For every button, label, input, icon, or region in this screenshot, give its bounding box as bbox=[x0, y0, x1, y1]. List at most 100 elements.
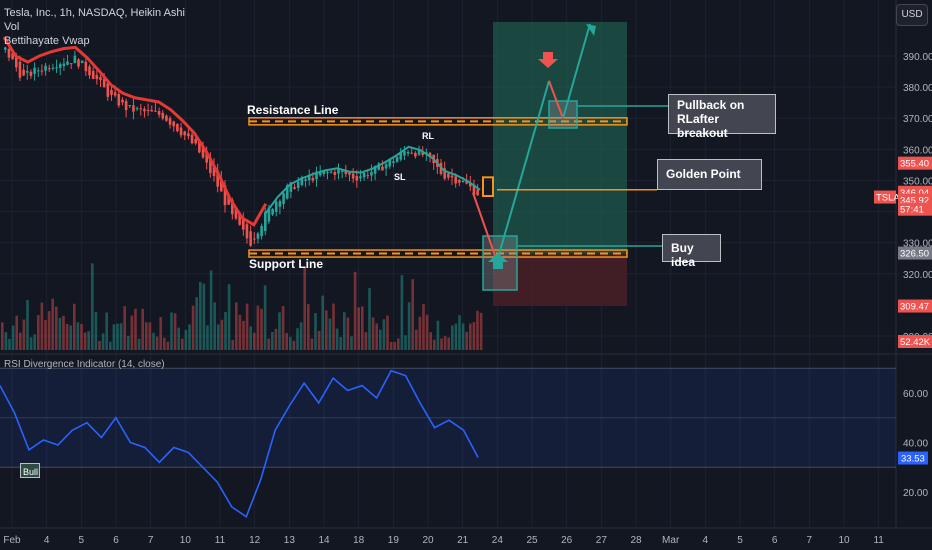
volume-bar bbox=[184, 329, 188, 350]
volume-bar bbox=[47, 311, 51, 350]
candle bbox=[242, 218, 245, 230]
candle bbox=[69, 63, 73, 65]
time-tick-label: Mar bbox=[662, 535, 680, 546]
volume-bar bbox=[155, 336, 159, 350]
volume-bar bbox=[307, 304, 310, 350]
price-label: 52.42K bbox=[900, 337, 931, 348]
volume-bar bbox=[422, 304, 425, 350]
candle bbox=[443, 168, 446, 179]
candle bbox=[91, 70, 95, 79]
volume-bar bbox=[379, 329, 382, 350]
candle bbox=[399, 151, 403, 160]
volume-bar bbox=[119, 323, 123, 350]
volume-bar bbox=[51, 298, 54, 350]
candle bbox=[300, 176, 304, 186]
candle bbox=[44, 65, 47, 71]
candle bbox=[304, 179, 307, 181]
candle bbox=[414, 152, 417, 157]
candle bbox=[179, 127, 183, 136]
candle bbox=[220, 178, 223, 192]
volume-bar bbox=[195, 297, 198, 350]
volume-bar bbox=[58, 317, 62, 350]
volume-bar bbox=[55, 306, 58, 350]
candle bbox=[252, 238, 256, 240]
volume-bar bbox=[83, 332, 87, 350]
volume-bar bbox=[433, 339, 436, 350]
candle bbox=[267, 207, 271, 222]
candle bbox=[143, 108, 146, 112]
price-tick-label: 350.00 bbox=[903, 176, 932, 187]
candle bbox=[11, 53, 14, 60]
candle bbox=[322, 171, 326, 174]
volume-bar bbox=[440, 338, 443, 350]
chart-legend: Tesla, Inc., 1h, NASDAQ, Heikin Ashi Vol… bbox=[4, 6, 185, 48]
candle bbox=[58, 64, 62, 68]
time-tick-label: 11 bbox=[215, 535, 226, 546]
volume-bar bbox=[451, 325, 454, 350]
time-tick-label: 12 bbox=[249, 535, 261, 546]
volume-bar bbox=[62, 315, 65, 350]
rsi-tick-label: 20.00 bbox=[903, 488, 928, 499]
candle bbox=[36, 70, 40, 72]
volume-bar bbox=[479, 312, 483, 350]
volume-bar bbox=[299, 322, 303, 350]
candle bbox=[447, 173, 450, 178]
time-tick-label: 20 bbox=[422, 535, 434, 546]
currency-button[interactable]: USD bbox=[896, 4, 928, 26]
candle bbox=[212, 165, 216, 176]
candle bbox=[40, 70, 44, 72]
candle bbox=[4, 47, 7, 50]
candle bbox=[51, 67, 55, 69]
candle bbox=[249, 231, 252, 246]
price-label: 346.04 bbox=[900, 188, 929, 199]
rl-label: RL bbox=[422, 131, 434, 141]
candle bbox=[293, 187, 296, 189]
time-tick-label: 26 bbox=[561, 535, 573, 546]
time-tick-label: 10 bbox=[180, 535, 192, 546]
resistance-label: Resistance Line bbox=[247, 103, 339, 117]
candle bbox=[198, 141, 201, 153]
rsi-band bbox=[0, 368, 896, 468]
time-tick-label: 7 bbox=[807, 535, 813, 546]
price-tick-label: 390.00 bbox=[903, 52, 932, 63]
candle bbox=[113, 92, 117, 96]
volume-bar bbox=[213, 302, 216, 350]
price-tick-label: 330.00 bbox=[903, 239, 932, 250]
vwap-red bbox=[2, 36, 268, 227]
candle bbox=[461, 181, 465, 183]
volume-bar bbox=[4, 332, 8, 350]
candle bbox=[18, 61, 22, 78]
candle bbox=[395, 156, 399, 163]
legend-vol: Vol bbox=[4, 21, 20, 33]
volume-bar bbox=[263, 285, 267, 350]
time-tick-label: 6 bbox=[772, 535, 778, 546]
candle bbox=[260, 225, 263, 237]
candle bbox=[366, 175, 370, 177]
volume-bar bbox=[116, 323, 119, 350]
candle bbox=[271, 208, 274, 215]
volume-bar bbox=[202, 283, 206, 350]
vwap-line bbox=[2, 36, 481, 227]
candle bbox=[187, 133, 190, 137]
pullback-box bbox=[548, 100, 578, 129]
candle bbox=[362, 173, 366, 178]
volume-bar bbox=[415, 329, 418, 350]
volume-bar bbox=[404, 335, 407, 350]
volume-bar bbox=[15, 315, 18, 350]
candle bbox=[289, 182, 293, 192]
volume-bar bbox=[436, 320, 440, 350]
candle bbox=[318, 172, 322, 176]
volume-bar bbox=[141, 308, 144, 350]
candle bbox=[139, 108, 143, 110]
volume-bar bbox=[353, 271, 357, 350]
price-label: 345.92 bbox=[900, 196, 929, 207]
volume-bar bbox=[217, 324, 220, 350]
volume-bar bbox=[325, 310, 328, 350]
sell-arrow bbox=[538, 52, 558, 68]
rsi-pane bbox=[0, 367, 896, 518]
volume-bar bbox=[465, 331, 468, 350]
volume-bar bbox=[375, 323, 378, 350]
legend-vwap: Bettihayate Vwap bbox=[4, 35, 90, 47]
candle bbox=[315, 171, 318, 180]
volume-bar bbox=[8, 338, 11, 350]
